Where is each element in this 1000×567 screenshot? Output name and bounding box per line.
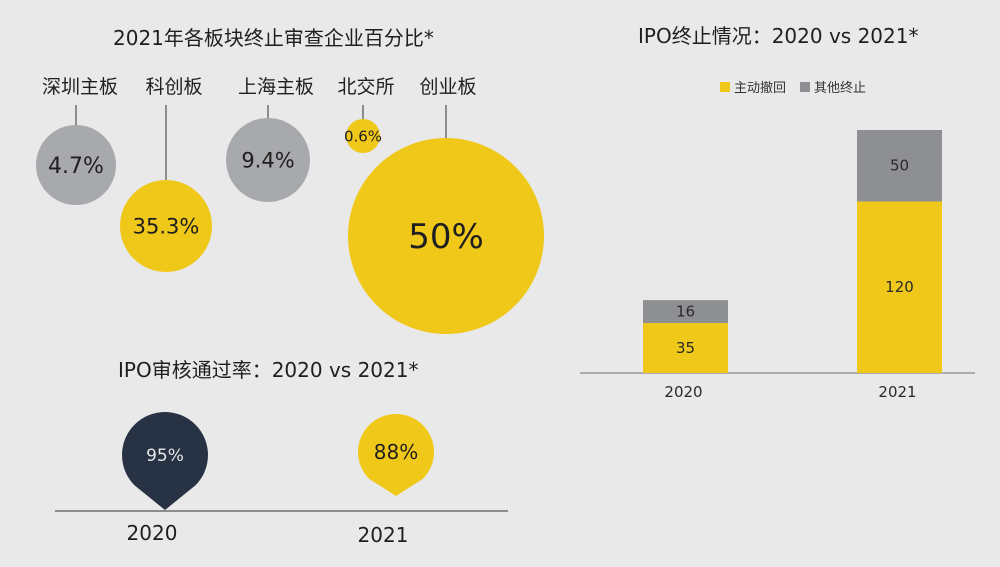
bubble-chart-title: 2021年各板块终止审查企业百分比* bbox=[113, 26, 434, 50]
bar-2021-withdraw-value: 120 bbox=[885, 278, 914, 296]
bar-2020-withdraw bbox=[643, 322, 728, 373]
bubble-4-circle bbox=[346, 119, 380, 153]
pin-2021-year: 2021 bbox=[358, 523, 409, 547]
bubble-5-circle bbox=[348, 138, 544, 334]
pin-2020-marker bbox=[122, 412, 209, 510]
pass-rate-title: IPO审核通过率：2020 vs 2021* bbox=[118, 358, 419, 382]
bar-2020-other bbox=[643, 300, 728, 323]
legend-label-other: 其他终止 bbox=[814, 81, 867, 96]
bubble-1-value: 4.7% bbox=[48, 154, 104, 179]
bubble-3-value: 9.4% bbox=[241, 149, 294, 173]
pin-2020-value: 95% bbox=[146, 446, 184, 466]
bar-2021-other-value: 50 bbox=[890, 157, 909, 175]
legend-swatch-withdraw bbox=[720, 81, 730, 92]
bubble-4-label: 北交所 bbox=[337, 76, 394, 98]
legend-label-withdraw: 主动撤回 bbox=[734, 81, 787, 96]
bubble-4-value: 0.6% bbox=[344, 127, 382, 145]
bubble-2-label: 科创板 bbox=[145, 76, 202, 98]
bar-2021-other bbox=[857, 130, 942, 202]
bar-2020-other-value: 16 bbox=[676, 303, 695, 321]
bar-2020-withdraw-value: 35 bbox=[676, 339, 695, 357]
bubble-3-circle bbox=[226, 118, 310, 202]
ipo-termination-title: IPO终止情况：2020 vs 2021* bbox=[638, 24, 919, 48]
bubble-5-value: 50% bbox=[408, 217, 484, 257]
bar-category-2021: 2021 bbox=[878, 383, 916, 401]
legend-item-other: 其他终止 bbox=[800, 77, 866, 96]
bubble-2-circle bbox=[120, 180, 212, 272]
pin-2021-marker bbox=[358, 414, 435, 496]
bar-category-2020: 2020 bbox=[664, 383, 702, 401]
bar-legend: 主动撤回 其他终止 bbox=[720, 77, 866, 96]
bubble-2-value: 35.3% bbox=[133, 215, 200, 239]
bubble-1-label: 深圳主板 bbox=[42, 76, 118, 98]
bubble-3-label: 上海主板 bbox=[238, 76, 314, 98]
bubble-1-circle bbox=[36, 125, 116, 205]
pin-2020-year: 2020 bbox=[127, 521, 178, 545]
bubble-5-label: 创业板 bbox=[419, 76, 476, 98]
legend-item-withdraw: 主动撤回 bbox=[720, 77, 786, 96]
legend-swatch-other bbox=[800, 81, 811, 92]
pin-2021-value: 88% bbox=[374, 440, 418, 464]
bar-2021-withdraw bbox=[857, 201, 942, 373]
